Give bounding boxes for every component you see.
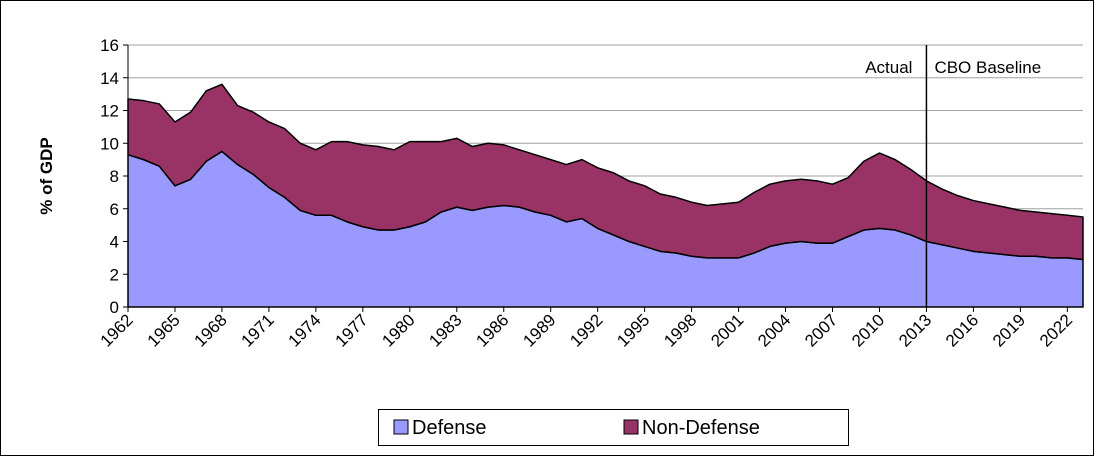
annotation: Actual: [865, 58, 912, 77]
legend-swatch: [393, 419, 409, 435]
legend-swatch: [623, 419, 639, 435]
legend-label: Defense: [412, 417, 487, 439]
legend-label: Non-Defense: [642, 417, 760, 439]
legend-box: [378, 409, 849, 446]
y-tick-label: 10: [100, 134, 119, 153]
y-tick-label: 12: [100, 102, 119, 121]
y-tick-label: 8: [110, 167, 119, 186]
y-tick-label: 4: [110, 233, 119, 252]
area: [127, 83, 1084, 261]
y-tick-label: 6: [110, 200, 119, 219]
y-tick-label: 16: [100, 36, 119, 55]
y-tick-label: 14: [100, 69, 119, 88]
y-axis-label: % of GDP: [37, 137, 56, 214]
annotation: CBO Baseline: [934, 58, 1041, 77]
y-tick-label: 2: [110, 265, 119, 284]
y-tick-label: 0: [110, 298, 119, 317]
